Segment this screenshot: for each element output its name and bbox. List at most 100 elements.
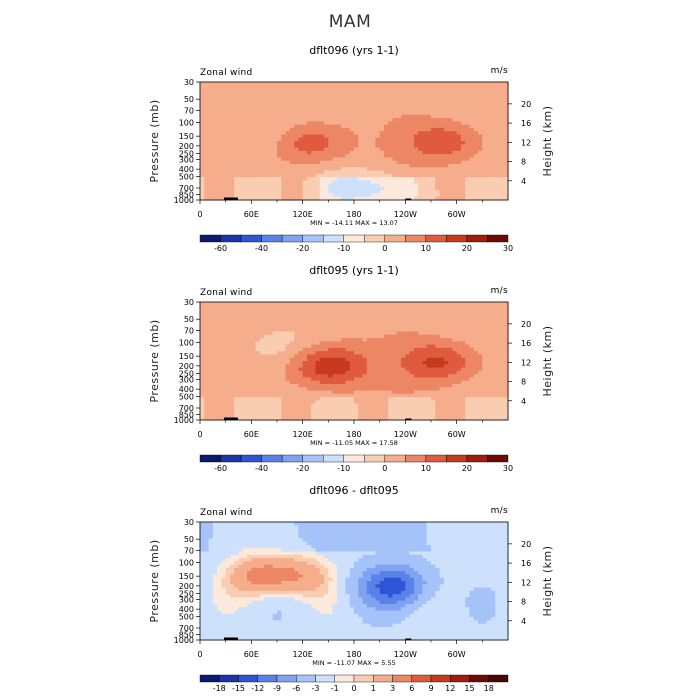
contour-cell	[460, 180, 466, 185]
contour-cell	[242, 315, 248, 319]
contour-cell	[341, 95, 347, 99]
contour-cell	[285, 400, 291, 405]
contour-cell	[259, 397, 265, 401]
contour-cell	[306, 147, 312, 152]
contour-cell	[465, 177, 471, 181]
contour-cell	[392, 131, 398, 136]
contour-cell	[289, 341, 295, 346]
contour-cell	[456, 377, 462, 382]
contour-cell	[311, 410, 317, 415]
contour-cell	[289, 88, 295, 93]
contour-cell	[469, 121, 475, 126]
contour-cell	[221, 334, 227, 339]
contour-cell	[247, 85, 252, 90]
contour-cell	[328, 318, 334, 323]
contour-cell	[306, 357, 312, 362]
contour-cell	[242, 186, 248, 191]
contour-cell	[315, 351, 321, 356]
contour-cell	[311, 315, 317, 319]
contour-cell	[298, 141, 304, 145]
contour-cell	[212, 177, 218, 181]
contour-cell	[255, 311, 261, 316]
contour-cell	[251, 183, 257, 188]
contour-cell	[306, 347, 312, 352]
contour-cell	[482, 108, 488, 113]
contour-cell	[448, 121, 453, 126]
contour-cell	[212, 154, 218, 158]
contour-cell	[225, 364, 231, 369]
contour-cell	[281, 196, 287, 201]
contour-cell	[302, 383, 308, 388]
contour-cell	[306, 354, 312, 359]
contour-cell	[401, 357, 406, 362]
contour-cell	[225, 370, 231, 375]
contour-cell	[345, 154, 351, 158]
contour-cell	[324, 324, 329, 329]
contour-cell	[336, 101, 342, 106]
contour-cell	[217, 196, 222, 201]
contour-cell	[435, 390, 441, 395]
contour-cell	[204, 410, 210, 415]
contour-cell	[392, 347, 398, 352]
contour-cell	[319, 134, 325, 139]
contour-cell	[225, 367, 231, 372]
contour-cell	[354, 315, 359, 319]
contour-cell	[298, 374, 304, 378]
contour-cell	[255, 341, 261, 346]
contour-cell	[460, 387, 466, 392]
contour-cell	[452, 95, 458, 99]
contour-cell	[452, 410, 458, 415]
contour-cell	[259, 357, 265, 362]
contour-cell	[388, 177, 394, 181]
topography-mark	[223, 197, 238, 200]
contour-cell	[217, 95, 222, 99]
contour-cell	[234, 141, 240, 145]
contour-cell	[413, 91, 419, 96]
contour-cell	[482, 124, 488, 129]
contour-cell	[413, 131, 419, 136]
contour-cell	[341, 98, 347, 103]
contour-cell	[413, 315, 419, 319]
contour-cell	[341, 101, 347, 106]
contour-cell	[396, 180, 402, 185]
contour-cell	[289, 347, 295, 352]
contour-cell	[289, 321, 295, 326]
contour-cell	[328, 370, 334, 375]
contour-cell	[452, 131, 458, 136]
contour-cell	[490, 131, 496, 136]
contour-cell	[294, 361, 299, 365]
contour-cell	[371, 328, 376, 333]
contour-cell	[200, 328, 205, 333]
contour-cell	[328, 170, 334, 175]
contour-cell	[306, 367, 312, 372]
contour-cell	[418, 183, 424, 188]
contour-cell	[217, 393, 222, 398]
contour-cell	[422, 88, 428, 93]
contour-cell	[354, 163, 359, 168]
contour-cell	[392, 173, 398, 178]
contour-cell	[306, 98, 312, 103]
contour-cell	[409, 141, 415, 145]
contour-cell	[371, 341, 376, 346]
contour-cell	[234, 144, 240, 149]
contour-cell	[388, 108, 394, 113]
contour-cell	[324, 137, 329, 142]
contour-cell	[217, 344, 222, 349]
contour-cell	[358, 354, 364, 359]
contour-cell	[247, 400, 252, 405]
contour-cell	[465, 141, 471, 145]
contour-cell	[366, 91, 372, 96]
contour-cell	[281, 144, 287, 149]
contour-cell	[401, 403, 406, 408]
contour-cell	[336, 190, 342, 195]
contour-cell	[341, 170, 347, 175]
contour-cell	[392, 180, 398, 185]
contour-cell	[379, 101, 385, 106]
contour-cell	[456, 308, 462, 313]
contour-cell	[456, 163, 462, 168]
contour-cell	[311, 357, 317, 362]
contour-cell	[264, 416, 270, 421]
contour-cell	[375, 400, 381, 405]
contour-cell	[443, 150, 449, 155]
contour-cell	[217, 183, 222, 188]
